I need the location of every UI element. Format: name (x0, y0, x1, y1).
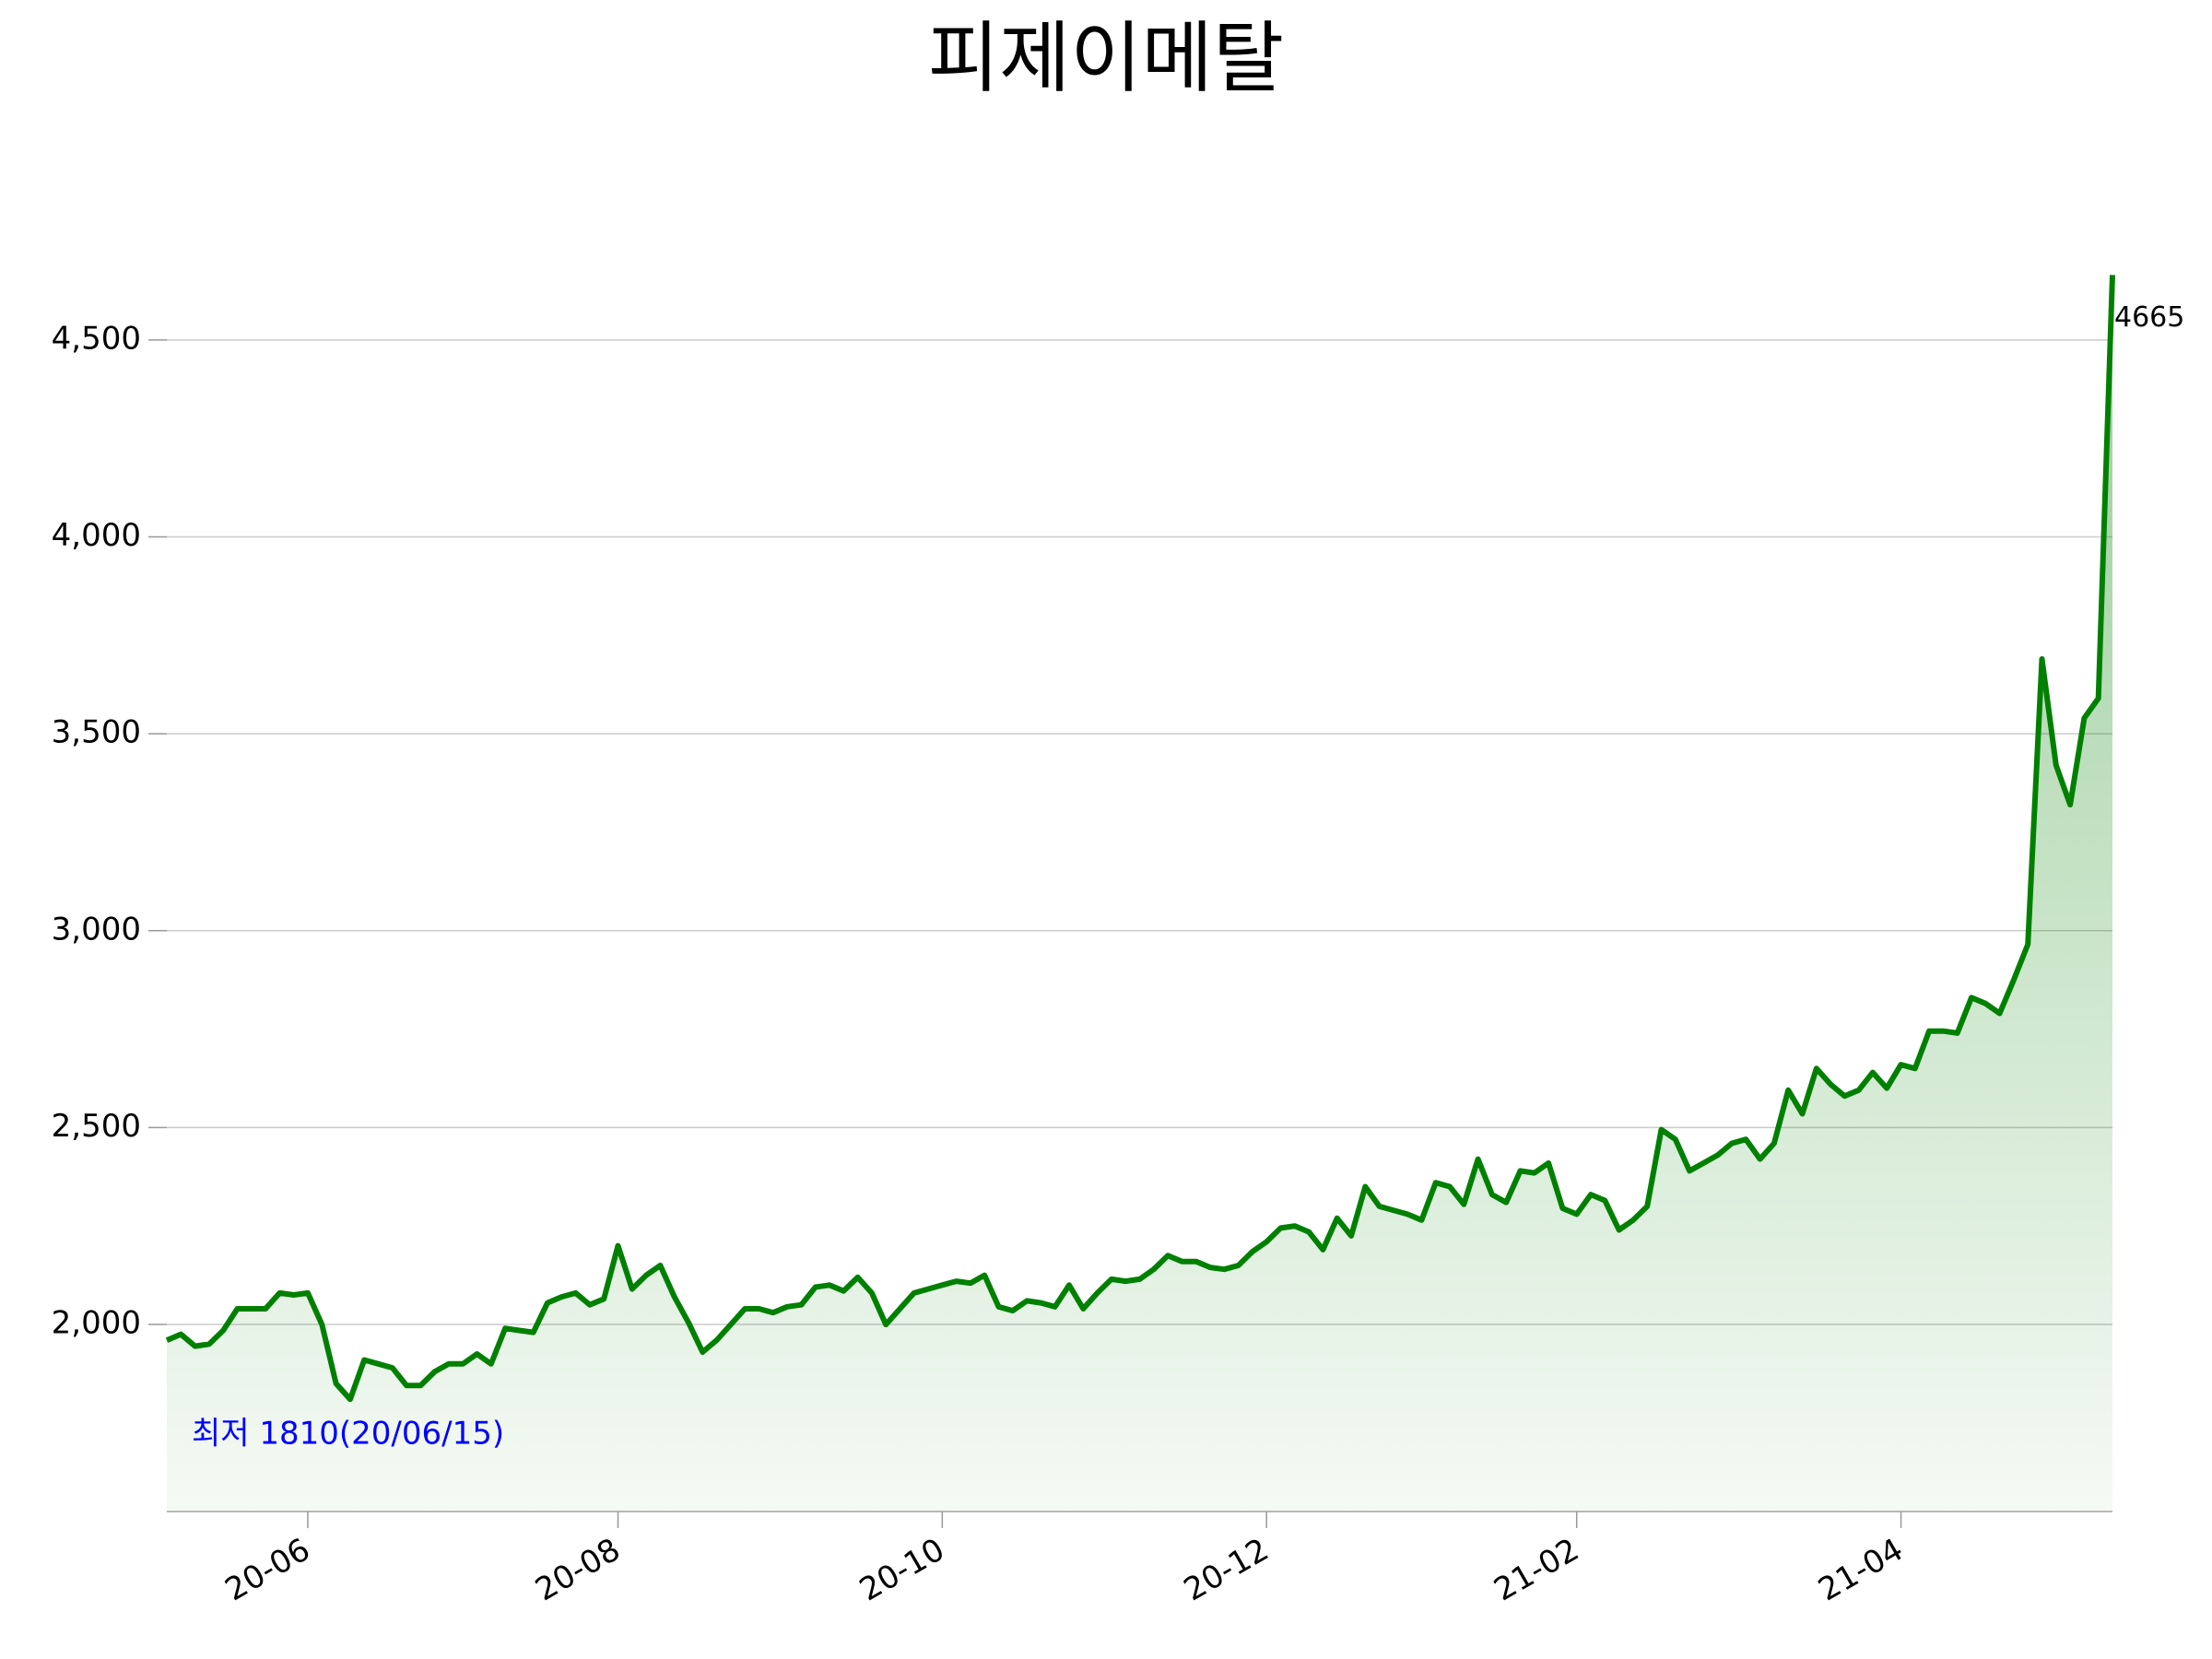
price-line (165, 275, 2115, 1403)
area (167, 275, 2112, 1512)
annotation: 최저 1810(20/06/15) (192, 1416, 504, 1453)
value-label: 4665 (2114, 301, 2184, 334)
x-tick-label: 20-10 (853, 1531, 951, 1608)
y-tick-label: 2,000 (52, 1305, 141, 1342)
x-tick-label: 20-08 (529, 1531, 627, 1608)
chart-title: 피제이메탈 (928, 13, 1284, 103)
x-tick-label: 21-02 (1488, 1531, 1585, 1608)
x-tick-label: 20-06 (219, 1531, 317, 1608)
y-tick-label: 3,500 (52, 714, 141, 751)
x-tick-label: 20-12 (1178, 1531, 1276, 1608)
y-tick-label: 3,000 (52, 911, 141, 947)
y-tick-label: 4,000 (52, 517, 141, 554)
y-tick-label: 2,500 (52, 1108, 141, 1145)
x-tick-label: 21-04 (1812, 1531, 1910, 1608)
y-tick-label: 4,500 (52, 320, 141, 357)
